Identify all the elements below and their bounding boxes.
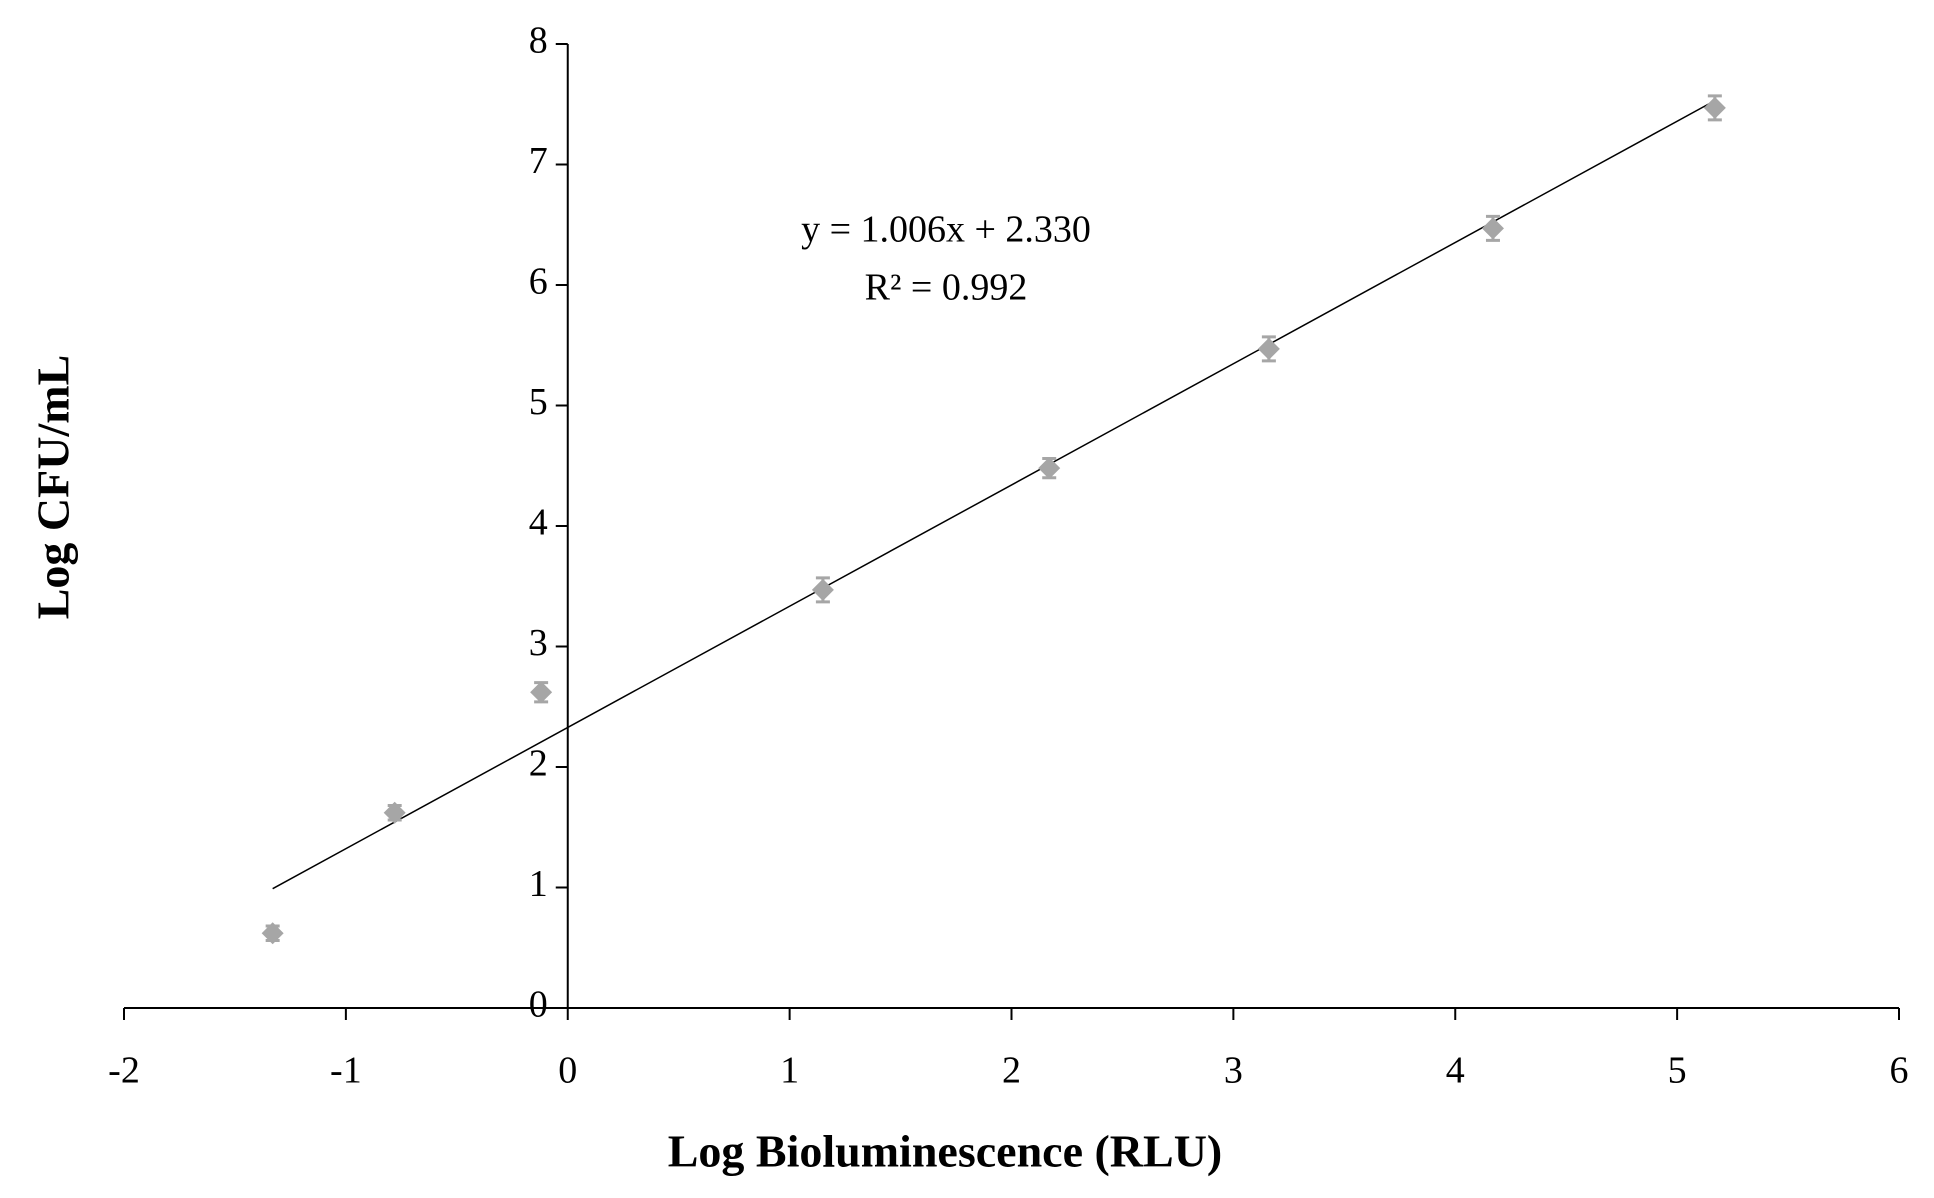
point — [1481, 217, 1504, 240]
y-tick-label: 2 — [529, 743, 548, 785]
x-tick-label: 0 — [558, 1050, 577, 1092]
x-tick-label: 2 — [1002, 1050, 1021, 1092]
x-tick-label: -1 — [330, 1050, 362, 1092]
y-tick-label: 5 — [529, 381, 548, 423]
y-tick-label: 8 — [529, 20, 548, 62]
y-tick-label: 4 — [529, 502, 548, 544]
point — [530, 681, 553, 704]
trendline-r-squared: R² = 0.992 — [865, 267, 1028, 309]
y-tick-label: 0 — [529, 984, 548, 1026]
point — [1257, 337, 1280, 360]
x-tick-label: 6 — [1890, 1050, 1909, 1092]
x-tick-label: 4 — [1446, 1050, 1465, 1092]
point — [261, 922, 284, 945]
x-tick-label: 5 — [1668, 1050, 1687, 1092]
trendline-equation: y = 1.006x + 2.330 — [801, 209, 1091, 251]
y-tick-label: 1 — [529, 863, 548, 905]
x-tick-label: -2 — [108, 1050, 140, 1092]
trendline — [272, 99, 1716, 890]
x-tick-label: 3 — [1224, 1050, 1243, 1092]
y-axis-title: Log CFU/mL — [28, 355, 79, 620]
point — [1038, 457, 1061, 480]
y-tick-label: 3 — [529, 622, 548, 664]
point — [1703, 96, 1726, 119]
y-tick-label: 6 — [529, 261, 548, 303]
y-tick-label: 7 — [529, 140, 548, 182]
point — [811, 578, 834, 601]
x-tick-label: 1 — [780, 1050, 799, 1092]
point — [383, 801, 406, 824]
x-axis-title: Log Bioluminescence (RLU) — [668, 1126, 1223, 1177]
